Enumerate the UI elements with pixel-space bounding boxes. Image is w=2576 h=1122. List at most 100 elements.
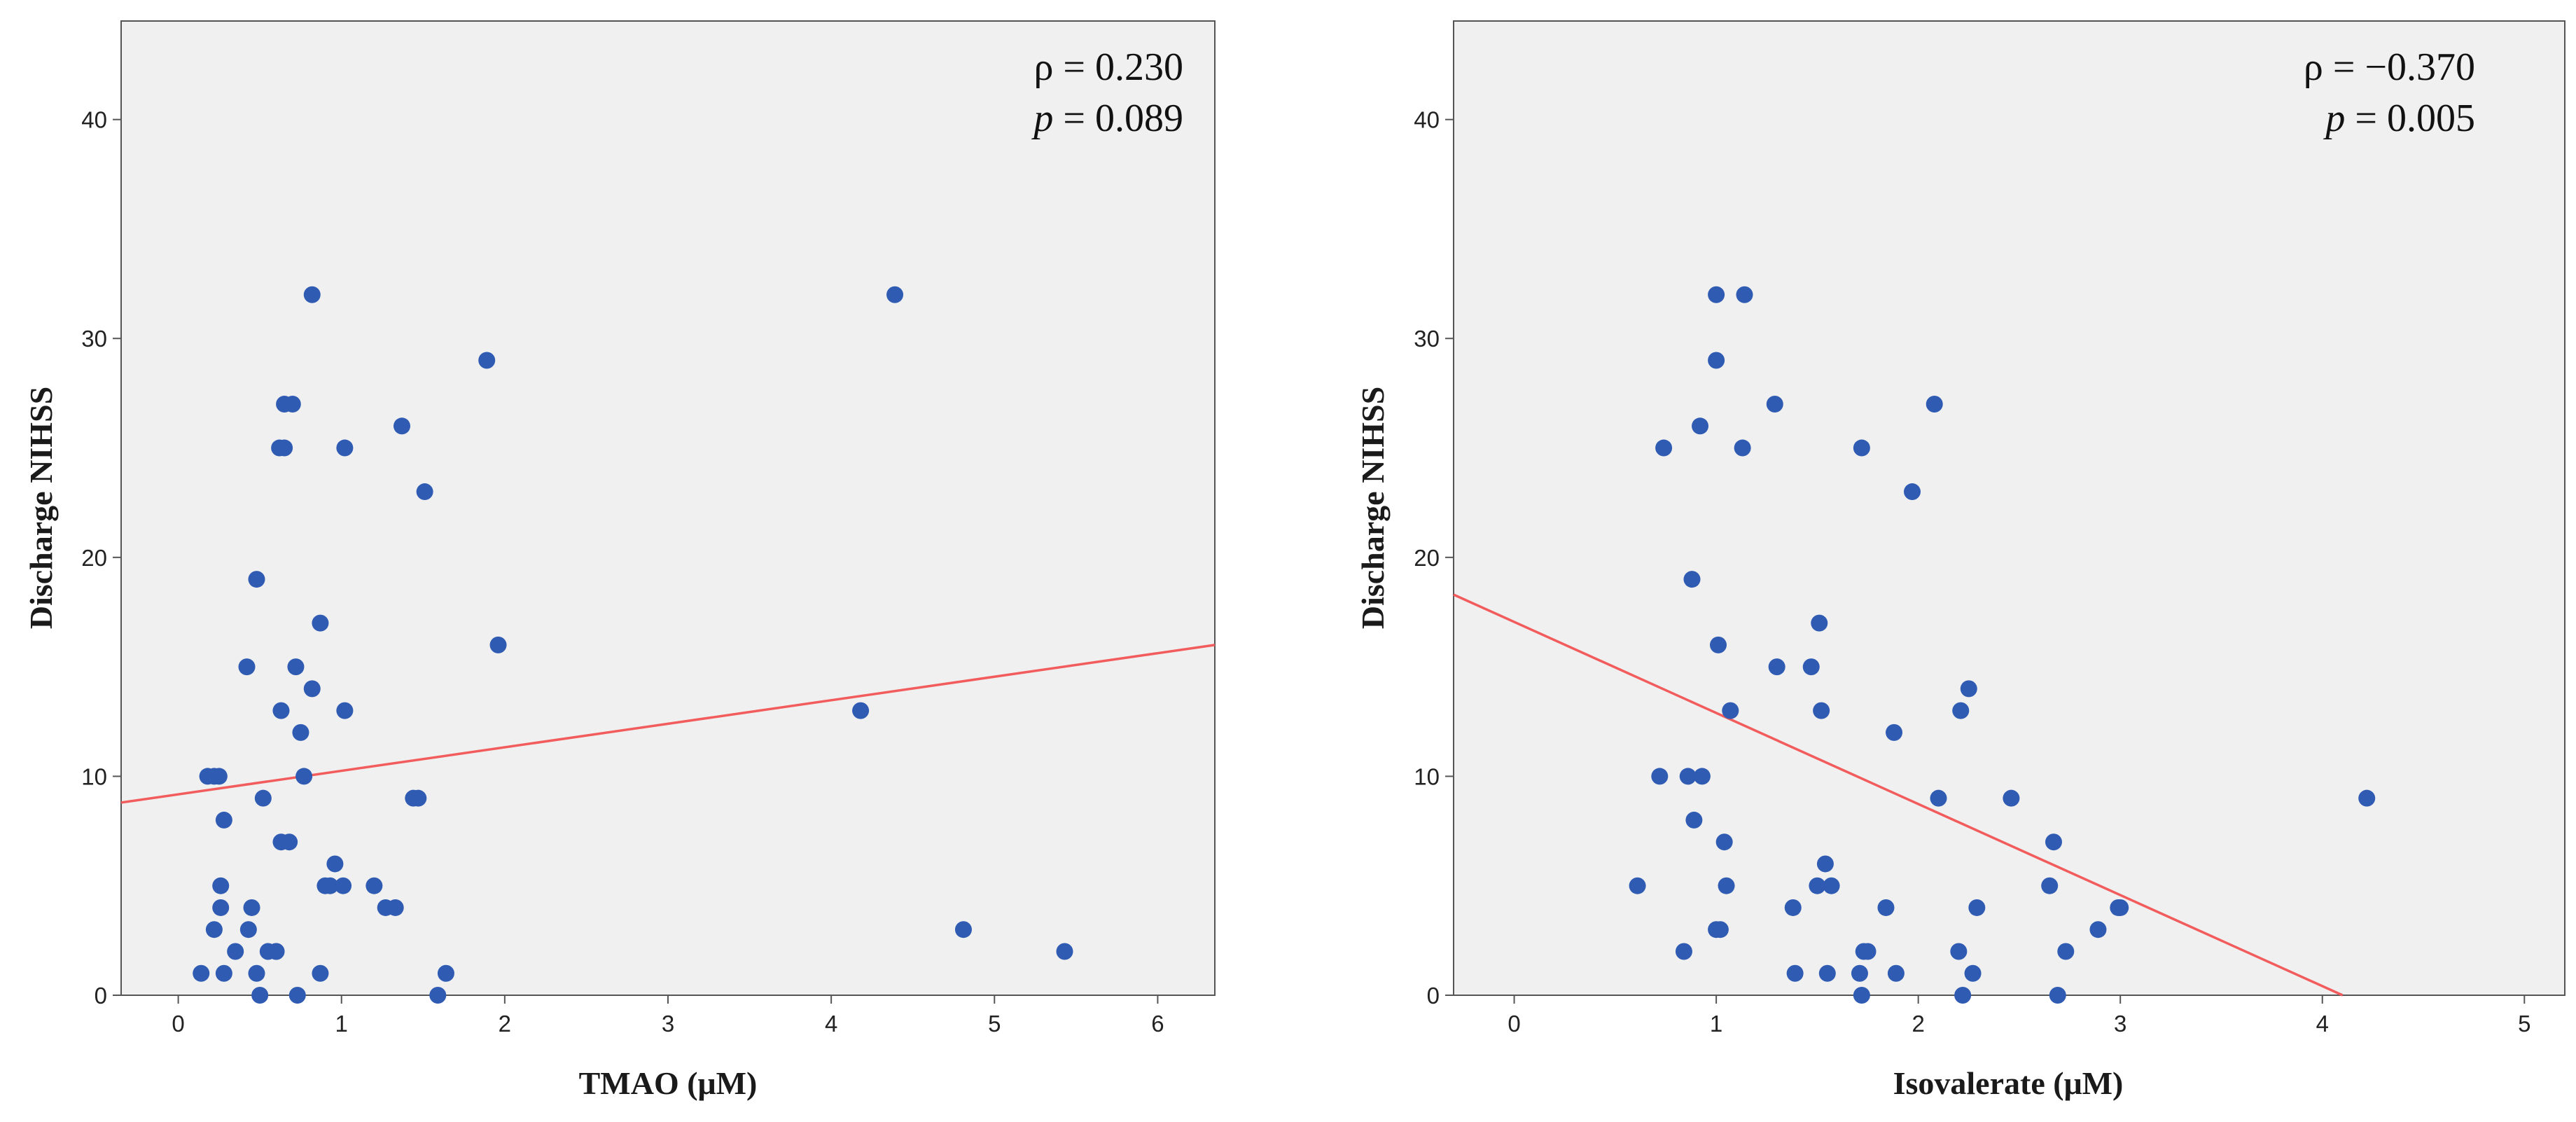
- data-point: [1708, 286, 1725, 303]
- chart-tmao: 0 1 2 3 4 5 6 0 10 20 30 40 TMAO (μM) Discharge NI…: [23, 20, 1216, 1101]
- data-point: [1802, 658, 1820, 676]
- data-point: [489, 636, 507, 653]
- x-tick-label: 3: [2114, 1011, 2126, 1037]
- data-point: [2358, 789, 2376, 807]
- rho-value: = 0.230: [1063, 46, 1183, 89]
- data-point: [1736, 286, 1753, 303]
- data-point: [312, 964, 329, 982]
- data-point: [288, 987, 306, 1004]
- x-tick-label: 6: [1151, 1011, 1164, 1037]
- data-point: [1813, 702, 1830, 719]
- x-axis-title: Isovalerate (μM): [1893, 1065, 2124, 1101]
- data-point: [248, 571, 265, 588]
- data-point: [1960, 680, 1977, 698]
- data-point: [365, 877, 383, 894]
- data-point: [238, 658, 256, 676]
- data-point: [276, 439, 293, 457]
- data-point: [1675, 943, 1692, 960]
- data-point: [1734, 439, 1751, 457]
- fit-line-layer: [1453, 593, 2344, 997]
- data-point: [1629, 877, 1646, 894]
- fit-line: [1453, 593, 2344, 997]
- data-point: [210, 768, 228, 785]
- data-point: [2041, 877, 2059, 894]
- x-tick-label: 3: [662, 1011, 674, 1037]
- data-point: [2089, 921, 2107, 939]
- data-point: [2057, 943, 2075, 960]
- p-symbol: p: [1031, 97, 1053, 140]
- data-point: [1693, 768, 1711, 785]
- y-tick-label: 30: [1414, 326, 1440, 352]
- rho-symbol: ρ: [1033, 46, 1053, 89]
- y-axis-title: Discharge NIHSS: [1355, 387, 1391, 629]
- data-point: [886, 286, 904, 303]
- plot-area: [120, 20, 1216, 996]
- data-point: [1823, 877, 1840, 894]
- data-point: [321, 877, 339, 894]
- data-point: [243, 899, 260, 916]
- data-point: [1950, 943, 1968, 960]
- x-tick-label: 5: [2518, 1011, 2530, 1037]
- y-axis-title: Discharge NIHSS: [23, 387, 59, 629]
- data-point: [1811, 614, 1828, 632]
- x-tick-label: 0: [1508, 1011, 1520, 1037]
- rho-annotation: ρ = −0.370: [2304, 46, 2475, 89]
- data-point: [393, 417, 410, 435]
- p-value: = 0.005: [2355, 97, 2475, 140]
- data-point: [1709, 636, 1727, 653]
- data-point: [410, 789, 427, 807]
- plot-area: [1453, 20, 2565, 996]
- data-point: [193, 964, 210, 982]
- y-tick-label: 20: [81, 545, 107, 571]
- data-point: [954, 921, 972, 939]
- y-tick-label: 40: [81, 107, 107, 133]
- data-point: [1886, 723, 1903, 741]
- points-layer: [193, 286, 1073, 1004]
- y-tick-label: 20: [1414, 545, 1440, 571]
- data-point: [212, 877, 230, 894]
- x-tick-label: 4: [2316, 1011, 2329, 1037]
- data-point: [437, 964, 454, 982]
- rho-value: = −0.370: [2333, 46, 2475, 89]
- y-tick-label: 0: [1427, 983, 1440, 1009]
- data-point: [1818, 964, 1836, 982]
- data-point: [205, 921, 223, 939]
- points-layer: [1629, 286, 2376, 1004]
- data-point: [284, 396, 301, 413]
- p-value: = 0.089: [1063, 97, 1183, 140]
- y-axis: 0 10 20 30 40: [81, 107, 121, 1009]
- x-tick-label: 2: [499, 1011, 511, 1037]
- data-point: [1952, 702, 1970, 719]
- data-point: [478, 352, 496, 369]
- data-point: [1930, 789, 1947, 807]
- data-point: [272, 702, 290, 719]
- y-tick-label: 10: [1414, 763, 1440, 789]
- data-point: [1679, 768, 1697, 785]
- data-point: [1851, 964, 1868, 982]
- data-point: [1964, 964, 1982, 982]
- data-point: [2003, 789, 2020, 807]
- data-point: [267, 943, 285, 960]
- data-point: [1859, 943, 1877, 960]
- data-point: [1718, 877, 1735, 894]
- data-point: [416, 483, 433, 501]
- data-point: [215, 964, 232, 982]
- data-point: [1768, 658, 1785, 676]
- data-point: [1853, 987, 1870, 1004]
- p-annotation: p = 0.089: [1031, 97, 1183, 140]
- data-point: [292, 723, 309, 741]
- data-point: [1715, 833, 1733, 851]
- data-point: [227, 943, 244, 960]
- data-point: [303, 286, 321, 303]
- data-point: [1683, 571, 1701, 588]
- data-point: [336, 702, 354, 719]
- data-point: [312, 614, 329, 632]
- x-tick-label: 2: [1912, 1011, 1924, 1037]
- data-point: [1877, 899, 1895, 916]
- x-tick-label: 1: [335, 1011, 348, 1037]
- data-point: [2049, 987, 2066, 1004]
- data-point: [335, 877, 352, 894]
- y-axis: 0 10 20 30 40: [1414, 107, 1454, 1009]
- data-point: [1056, 943, 1073, 960]
